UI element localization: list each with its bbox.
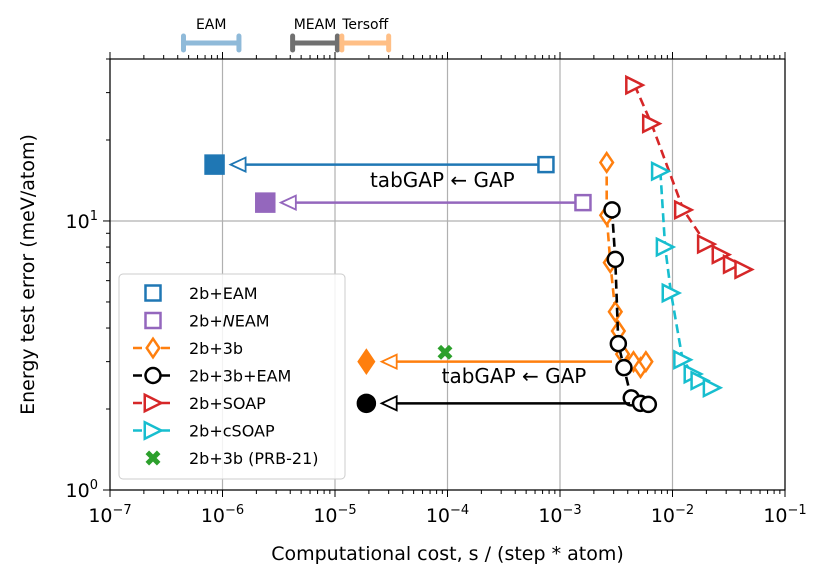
y-tick-label: 101 bbox=[66, 209, 98, 233]
data-point bbox=[603, 201, 621, 219]
series-2b-csoap bbox=[650, 161, 724, 398]
data-point bbox=[673, 199, 695, 221]
data-point bbox=[650, 161, 672, 182]
legend-label: 2b+NEAM bbox=[189, 312, 270, 331]
x-tick-label: 10−2 bbox=[651, 503, 694, 527]
annotation-tabgap-from-gap: tabGAP ← GAP bbox=[370, 168, 515, 192]
tabgap-point-2b-eam bbox=[204, 154, 225, 175]
data-point bbox=[625, 74, 646, 96]
legend-marker bbox=[144, 311, 162, 330]
legend-marker bbox=[144, 284, 162, 302]
series-2b-soap bbox=[625, 74, 755, 280]
legend-entry-2b-csoap: 2b+cSOAP bbox=[133, 420, 275, 441]
data-point bbox=[673, 349, 694, 370]
annotations: tabGAP ← GAP tabGAP ← GAP bbox=[370, 168, 586, 388]
data-point bbox=[690, 370, 711, 391]
speedup-arrow bbox=[379, 353, 613, 371]
annotation-tabgap-from-gap: tabGAP ← GAP bbox=[442, 364, 587, 388]
x-tick-label: 10−5 bbox=[313, 503, 356, 527]
legend-entry-2b-3b-prb-21: 2b+3b (PRB-21) bbox=[145, 449, 319, 468]
data-point bbox=[661, 282, 683, 304]
range-label: EAM bbox=[196, 17, 227, 33]
axis-ticks: 10−7 10−6 10−5 10−4 10−3 10−2 10−1 100 101 bbox=[66, 52, 807, 527]
x-tick-label: 10−3 bbox=[538, 503, 581, 527]
legend-marker bbox=[144, 366, 162, 385]
data-point bbox=[655, 236, 677, 258]
speedup-arrow bbox=[228, 156, 539, 174]
tabgap-point-2b-3b bbox=[357, 348, 376, 376]
arrow-layer bbox=[228, 156, 631, 412]
legend-label: 2b+EAM bbox=[189, 284, 258, 303]
legend-entry-2b-soap: 2b+SOAP bbox=[133, 392, 266, 414]
legend-label: 2b+cSOAP bbox=[189, 422, 275, 441]
legend-label: 2b+3b bbox=[189, 339, 243, 358]
legend-marker bbox=[145, 450, 161, 466]
range-eam: EAM bbox=[180, 17, 242, 53]
legend-entry-2b-neam: 2b+NEAM bbox=[144, 311, 270, 331]
series-2b-3b-eam bbox=[603, 201, 658, 414]
x-axis-label: Computational cost, s / (step * atom) bbox=[271, 543, 624, 565]
range-label: MEAM bbox=[294, 17, 337, 33]
tabgap-point-2b-3b-eam bbox=[356, 393, 377, 414]
tabgap-points bbox=[204, 154, 377, 414]
legend-box bbox=[118, 273, 346, 480]
legend-marker bbox=[145, 336, 161, 360]
x-tick-label: 10−4 bbox=[426, 503, 469, 527]
range-meam: MEAM bbox=[290, 17, 340, 53]
arrow-head bbox=[379, 353, 398, 371]
series-2b-neam bbox=[574, 193, 592, 212]
data-point bbox=[606, 250, 625, 269]
x-tick-label: 10−6 bbox=[201, 503, 244, 527]
x-tick-label: 10−7 bbox=[88, 503, 131, 527]
data-point bbox=[615, 358, 633, 377]
data-point bbox=[598, 150, 615, 174]
data-point bbox=[641, 113, 663, 134]
data-point bbox=[702, 377, 724, 398]
speedup-arrow bbox=[278, 194, 577, 212]
arrow-head bbox=[278, 194, 297, 212]
series-2b-eam bbox=[537, 155, 555, 174]
data-point bbox=[437, 344, 453, 360]
data-point bbox=[639, 395, 658, 414]
legend: 2b+EAM 2b+NEAM 2b+3b 2b+3b+EAM 2b+SOAP 2b+cSO… bbox=[118, 273, 346, 480]
legend-label: 2b+3b (PRB-21) bbox=[189, 449, 319, 468]
data-point bbox=[711, 244, 733, 265]
arrow-head bbox=[379, 394, 398, 412]
series-line bbox=[659, 171, 713, 389]
legend-entry-2b-3b-eam: 2b+3b+EAM bbox=[133, 367, 291, 386]
y-axis-label: Energy test error (meV/atom) bbox=[17, 134, 39, 415]
data-point bbox=[696, 233, 718, 255]
range-tersoff: Tersoff bbox=[339, 17, 392, 53]
x-tick-label: 10−1 bbox=[763, 503, 806, 527]
data-point bbox=[574, 193, 592, 212]
arrow-head bbox=[228, 156, 247, 174]
data-point bbox=[734, 259, 755, 280]
speedup-arrow bbox=[379, 394, 631, 412]
data-point bbox=[609, 334, 628, 353]
y-tick-label: 100 bbox=[66, 478, 98, 502]
legend-label: 2b+3b+EAM bbox=[189, 367, 291, 386]
data-point bbox=[537, 155, 555, 174]
range-label: Tersoff bbox=[341, 17, 388, 33]
method-cost-ranges: EAM MEAM Tersoff bbox=[180, 17, 392, 53]
legend-entry-2b-3b: 2b+3b bbox=[133, 336, 243, 360]
series-2b-3b-prb-21 bbox=[437, 344, 453, 360]
legend-entry-2b-eam: 2b+EAM bbox=[144, 284, 258, 303]
data-point bbox=[638, 350, 654, 374]
legend-marker bbox=[143, 392, 165, 414]
tabgap-point-2b-neam bbox=[255, 192, 276, 213]
legend-marker bbox=[143, 420, 165, 441]
data-point bbox=[607, 300, 624, 324]
legend-label: 2b+SOAP bbox=[189, 394, 266, 413]
data-point bbox=[722, 254, 744, 275]
